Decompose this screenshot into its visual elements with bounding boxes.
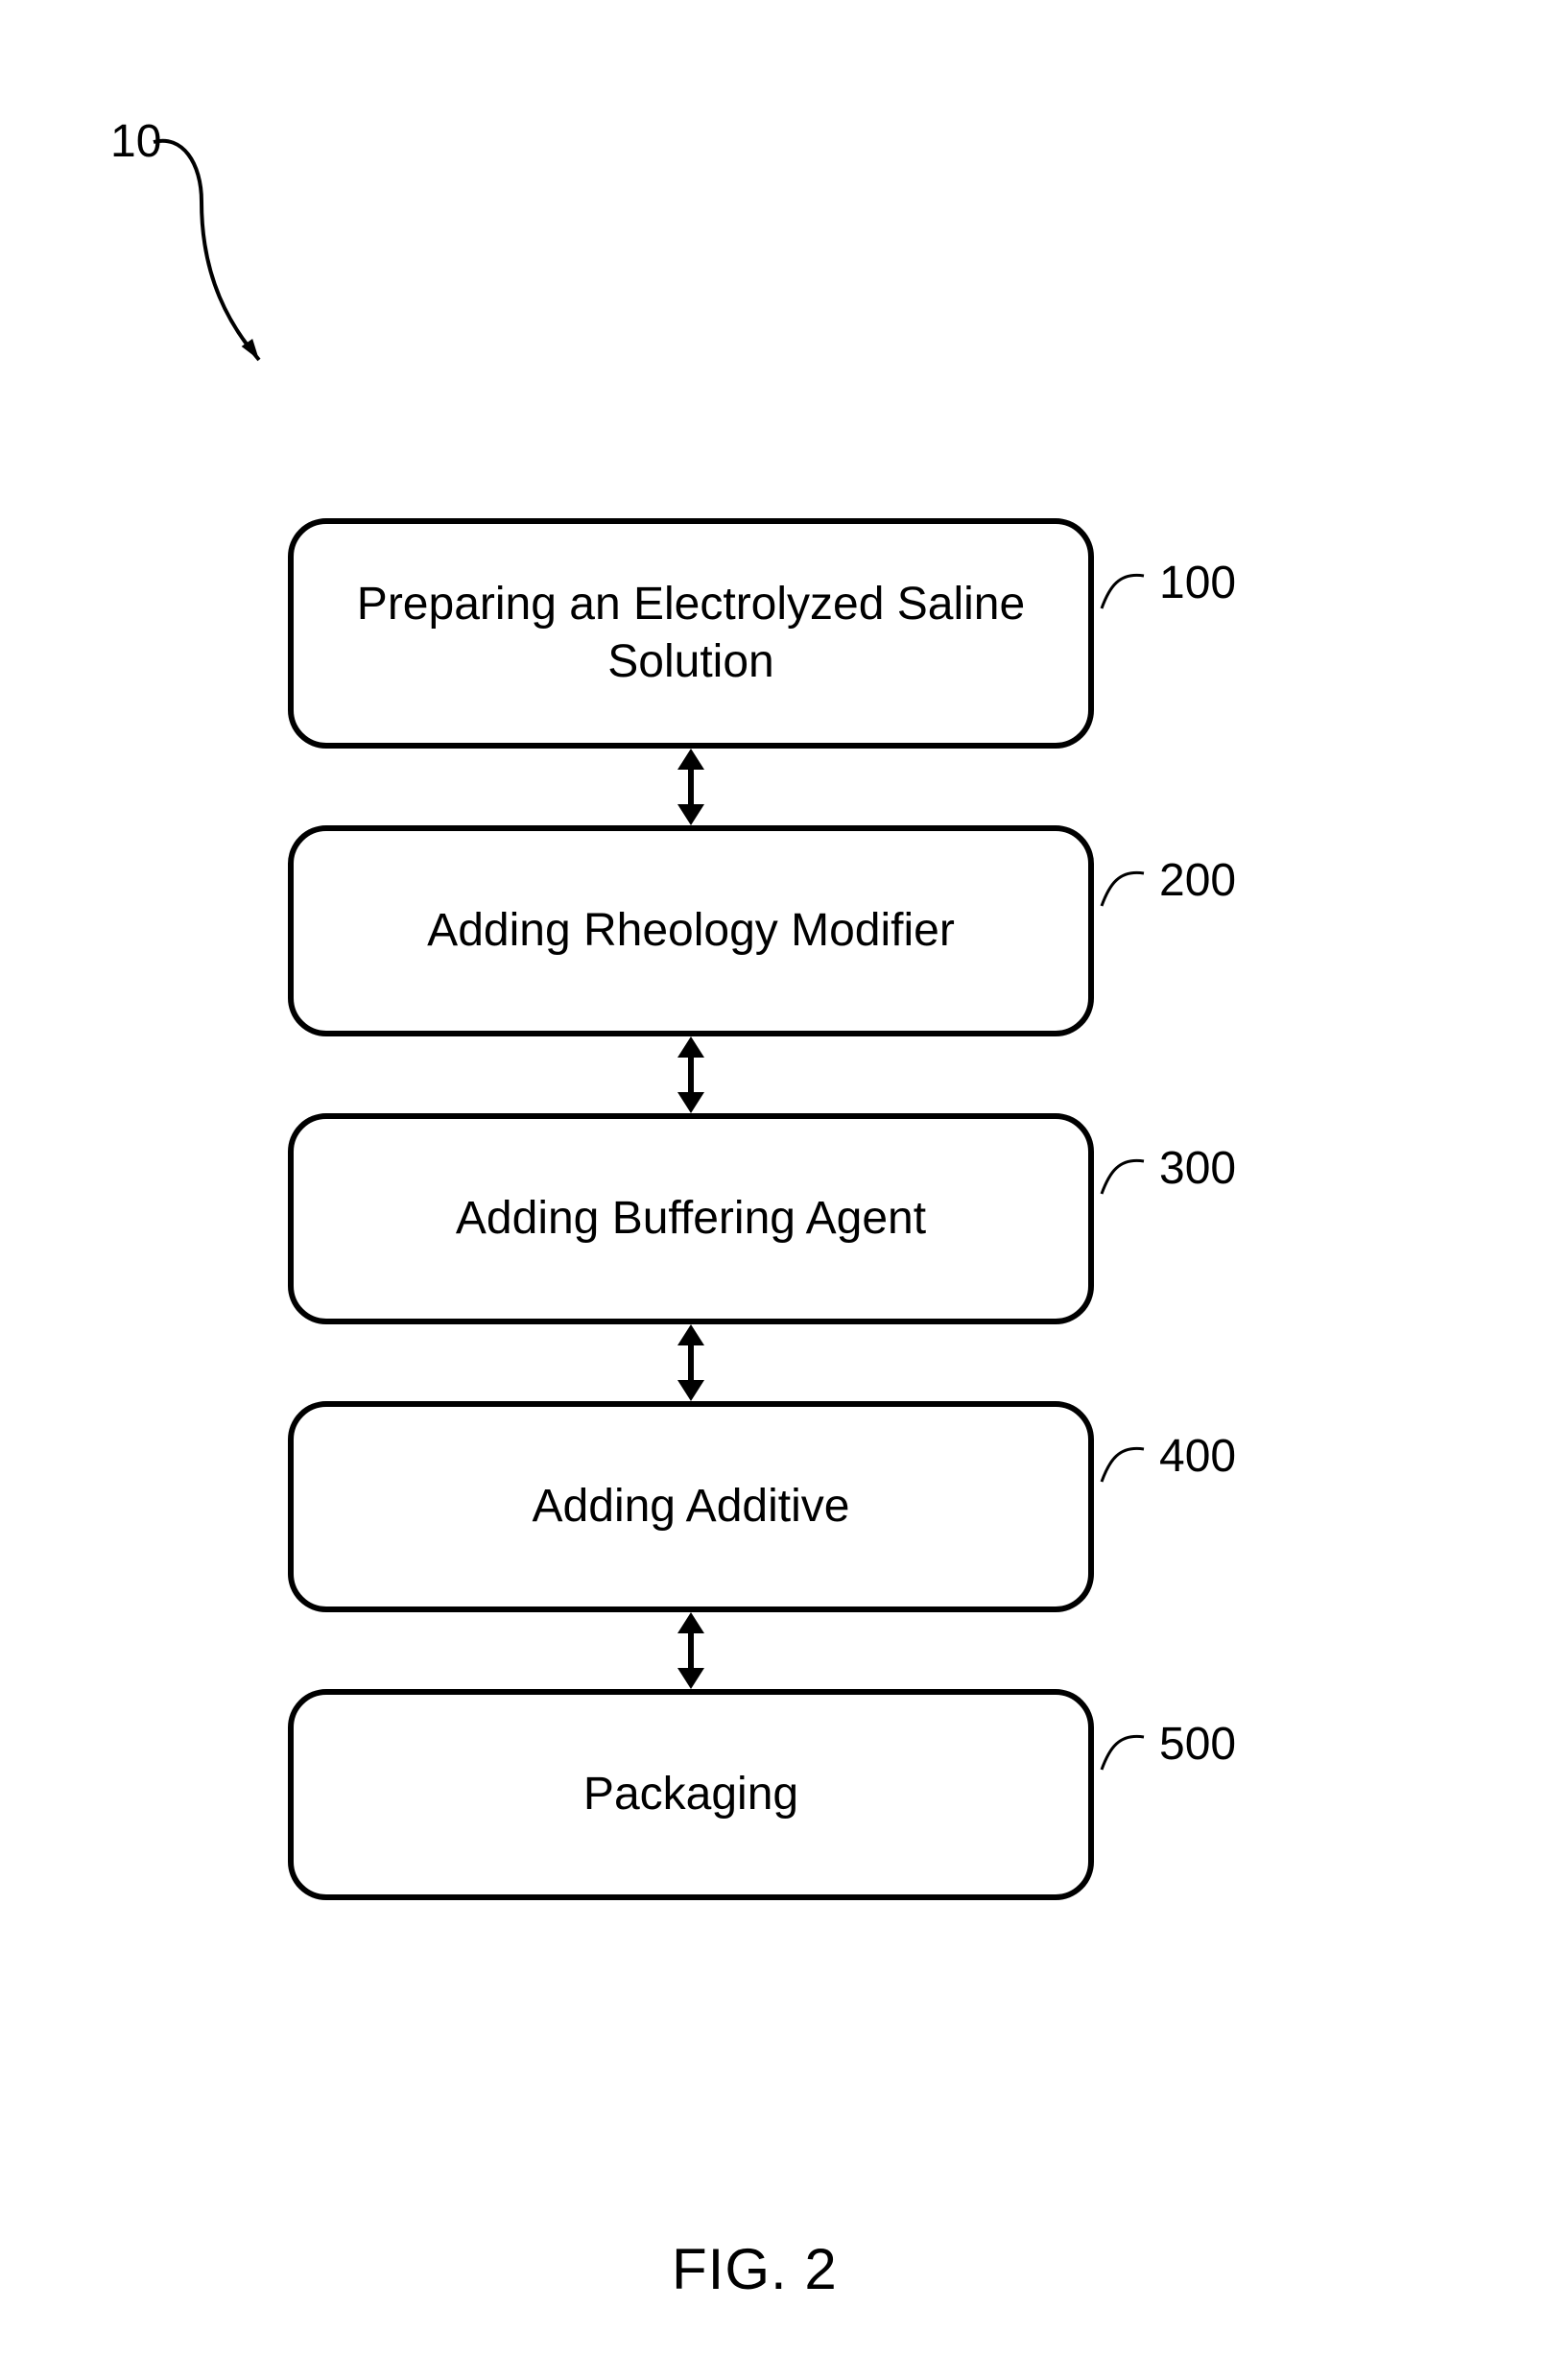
step-label: Adding Rheology Modifier <box>427 902 955 960</box>
figure-ref-10-arrow <box>134 134 307 384</box>
flow-connector <box>288 749 1094 825</box>
flow-connector <box>288 1612 1094 1689</box>
step-ref-number: 200 <box>1159 852 1236 910</box>
step-callout: 100 <box>1100 562 1236 620</box>
callout-hook-icon <box>1100 869 1148 908</box>
step-100: Preparing an Electrolyzed Saline Solutio… <box>288 518 1094 749</box>
step-ref-number: 100 <box>1159 555 1236 612</box>
step-label: Packaging <box>583 1766 798 1823</box>
callout-hook-icon <box>1100 1733 1148 1772</box>
step-200: Adding Rheology Modifier200 <box>288 825 1094 1036</box>
figure-caption: FIG. 2 <box>672 2236 838 2302</box>
step-callout: 500 <box>1100 1724 1236 1781</box>
step-500: Packaging500 <box>288 1689 1094 1900</box>
callout-hook-icon <box>1100 1445 1148 1484</box>
step-label: Adding Buffering Agent <box>456 1190 926 1248</box>
ref-10-arrow-path <box>154 141 259 360</box>
flow-connector <box>288 1036 1094 1113</box>
flowchart: Preparing an Electrolyzed Saline Solutio… <box>288 518 1094 1900</box>
figure-page: 10 Preparing an Electrolyzed Saline Solu… <box>0 0 1544 2380</box>
callout-hook-icon <box>1100 1157 1148 1196</box>
step-400: Adding Additive400 <box>288 1401 1094 1612</box>
step-ref-number: 400 <box>1159 1428 1236 1486</box>
step-callout: 300 <box>1100 1148 1236 1205</box>
step-300: Adding Buffering Agent300 <box>288 1113 1094 1324</box>
step-label: Preparing an Electrolyzed Saline Solutio… <box>351 576 1031 691</box>
step-ref-number: 500 <box>1159 1716 1236 1773</box>
step-label: Adding Additive <box>533 1478 850 1535</box>
flow-connector <box>288 1324 1094 1401</box>
step-callout: 200 <box>1100 860 1236 917</box>
callout-hook-icon <box>1100 572 1148 610</box>
step-callout: 400 <box>1100 1436 1236 1493</box>
step-ref-number: 300 <box>1159 1140 1236 1198</box>
